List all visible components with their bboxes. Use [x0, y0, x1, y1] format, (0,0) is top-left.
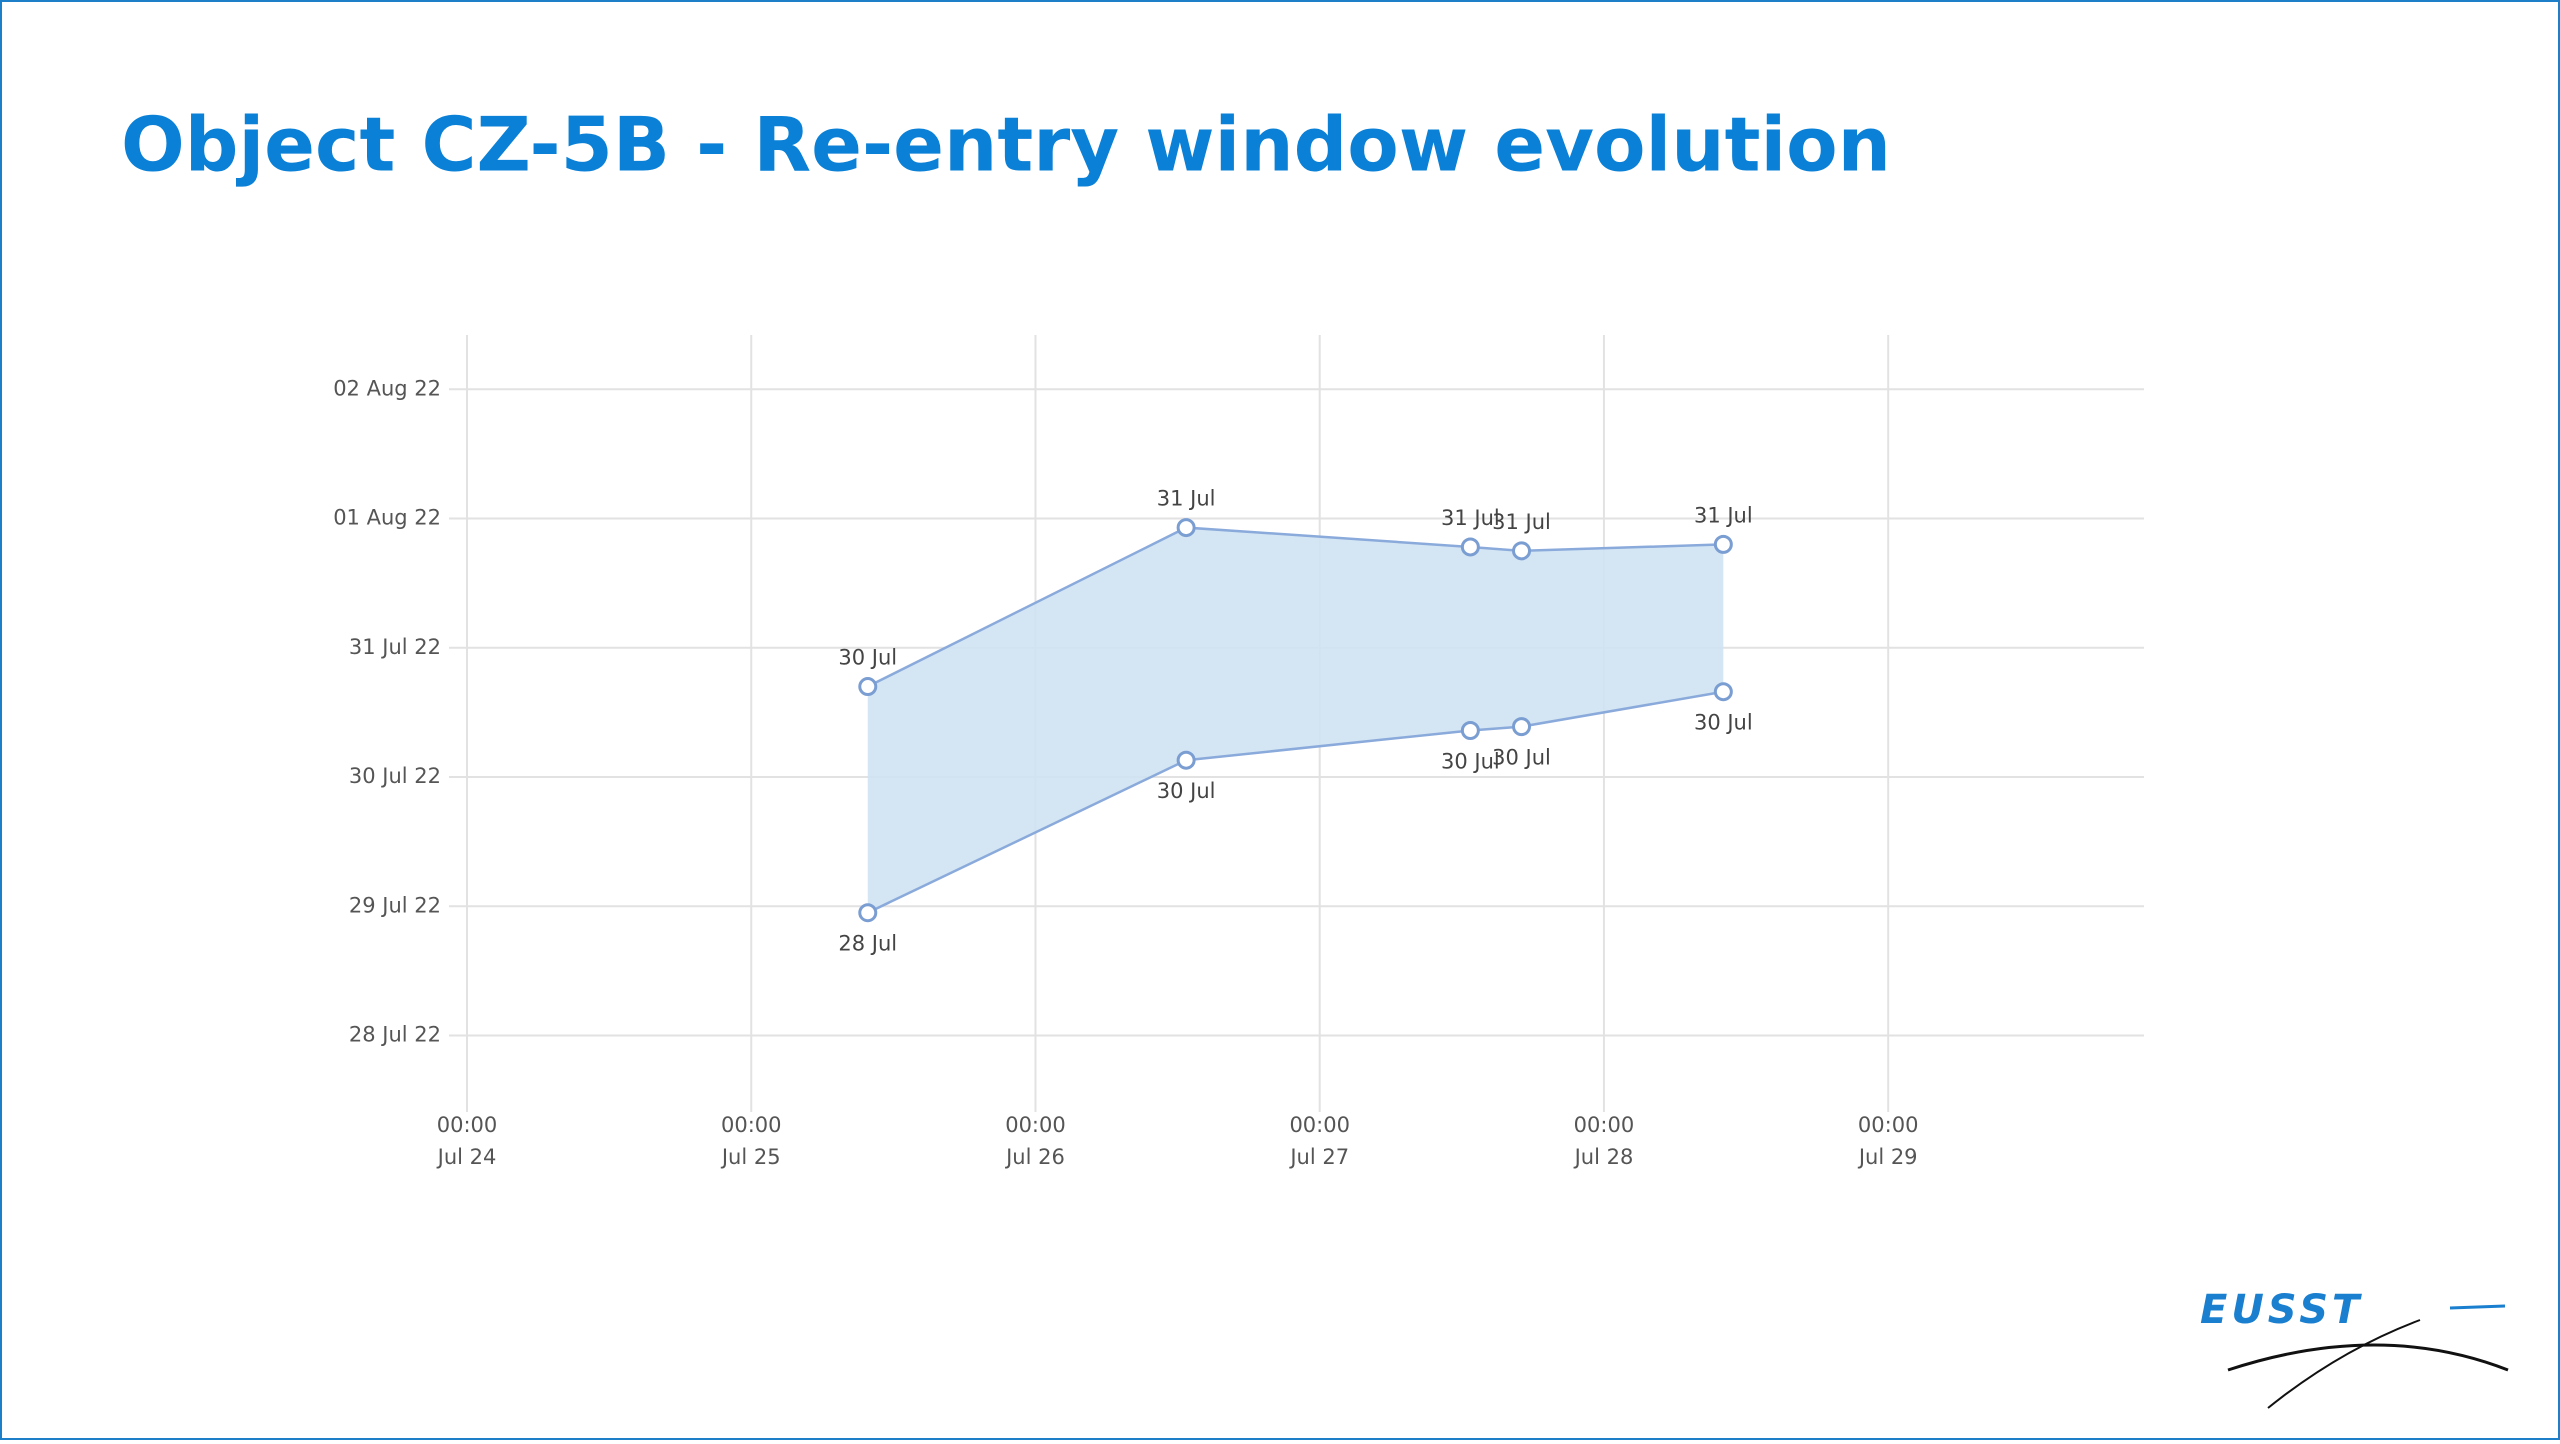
x-tick-label: Jul 29	[1857, 1145, 1918, 1169]
y-tick-label: 31 Jul 22	[349, 635, 441, 659]
point-marker	[1713, 534, 1733, 554]
x-tick-label: 00:00	[1005, 1113, 1066, 1137]
x-tick-label: 00:00	[1289, 1113, 1350, 1137]
logo-swoosh	[2227, 1343, 2509, 1372]
point-marker	[1176, 518, 1196, 538]
point-marker	[1176, 750, 1196, 770]
y-tick-label: 30 Jul 22	[349, 764, 441, 788]
y-tick-label: 29 Jul 22	[349, 893, 441, 917]
data-label: 31 Jul	[1441, 506, 1500, 530]
x-tick-label: Jul 25	[720, 1145, 781, 1169]
x-tick-label: Jul 27	[1288, 1145, 1349, 1169]
x-tick-label: 00:00	[437, 1113, 498, 1137]
logo-swoosh	[2449, 1304, 2506, 1310]
data-label: 31 Jul	[1492, 510, 1551, 534]
data-label: 31 Jul	[1157, 487, 1216, 511]
logo-swoosh	[2267, 1319, 2421, 1409]
x-tick-label: 00:00	[721, 1113, 782, 1137]
data-label: 30 Jul	[1694, 711, 1753, 735]
y-tick-label: 02 Aug 22	[333, 376, 441, 400]
range-area	[867, 527, 1724, 913]
y-tick-label: 28 Jul 22	[349, 1023, 441, 1047]
logo-text: EUSST	[2200, 1287, 2363, 1333]
data-label: 31 Jul	[1694, 503, 1753, 527]
x-tick-label: Jul 24	[436, 1145, 497, 1169]
point-marker	[1512, 717, 1532, 737]
point-marker	[1460, 720, 1480, 740]
data-label: 30 Jul	[838, 646, 897, 670]
point-marker	[858, 677, 878, 697]
point-marker	[1460, 537, 1480, 557]
x-tick-label: 00:00	[1574, 1113, 1635, 1137]
x-tick-label: Jul 28	[1573, 1145, 1634, 1169]
data-label: 30 Jul	[1157, 779, 1216, 803]
point-marker	[858, 903, 878, 923]
point-marker	[1713, 682, 1733, 702]
logo: EUSST	[2200, 1287, 2509, 1409]
data-label: 28 Jul	[838, 932, 897, 956]
data-label: 30 Jul	[1492, 746, 1551, 770]
x-tick-label: 00:00	[1858, 1113, 1919, 1137]
x-tick-label: Jul 26	[1004, 1145, 1065, 1169]
data-label: 30 Jul	[1441, 749, 1500, 773]
point-marker	[1512, 541, 1532, 561]
y-tick-label: 01 Aug 22	[333, 506, 441, 530]
chart-title: Object CZ-5B - Re-entry window evolution	[121, 101, 1891, 189]
